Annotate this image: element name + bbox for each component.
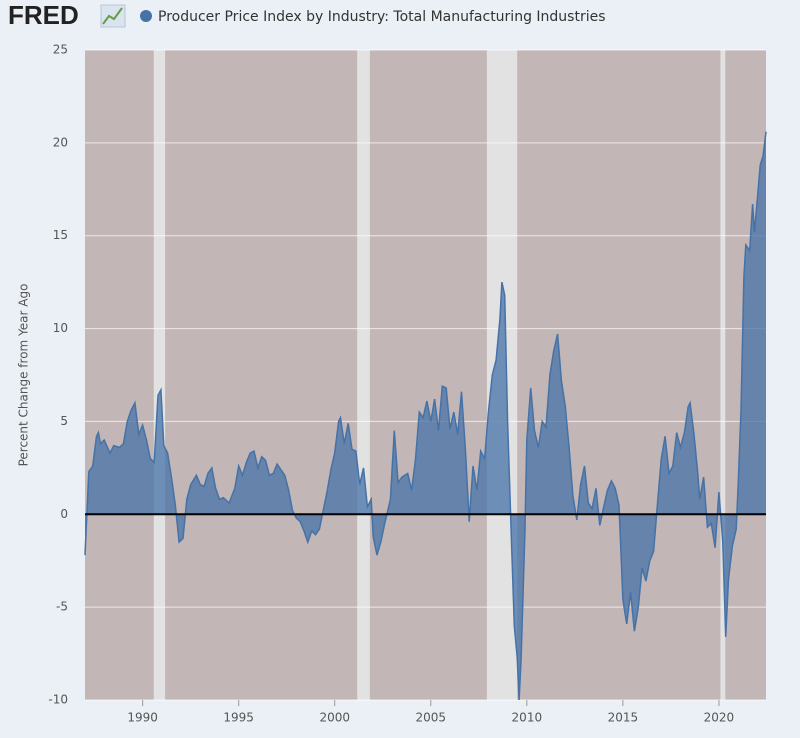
recession-band [720, 50, 726, 700]
x-tick-label: 2010 [512, 711, 543, 725]
y-tick-label: -5 [56, 600, 68, 614]
x-tick-label: 2015 [608, 711, 639, 725]
legend-swatch [140, 10, 152, 22]
y-tick-label: 20 [53, 135, 68, 149]
y-tick-label: -10 [48, 693, 68, 707]
y-tick-label: 25 [53, 43, 68, 57]
recession-band [153, 50, 166, 700]
x-tick-label: 2005 [416, 711, 447, 725]
area-fill [85, 131, 766, 700]
y-tick-label: 10 [53, 321, 68, 335]
legend-label: Producer Price Index by Industry: Total … [158, 9, 606, 25]
x-tick-label: 1995 [223, 711, 254, 725]
y-tick-label: 15 [53, 228, 68, 242]
logo-icon [100, 4, 126, 28]
x-tick-label: 2020 [704, 711, 735, 725]
series-line [84, 131, 767, 701]
recession-band [357, 50, 370, 700]
y-tick-label: 0 [60, 507, 68, 521]
x-tick-label: 2000 [319, 711, 350, 725]
y-axis-label: Percent Change from Year Ago [17, 284, 31, 467]
y-tick-label: 5 [60, 414, 68, 428]
logo: FRED [8, 0, 79, 30]
plot-background [85, 50, 766, 700]
x-tick-label: 1990 [127, 711, 158, 725]
